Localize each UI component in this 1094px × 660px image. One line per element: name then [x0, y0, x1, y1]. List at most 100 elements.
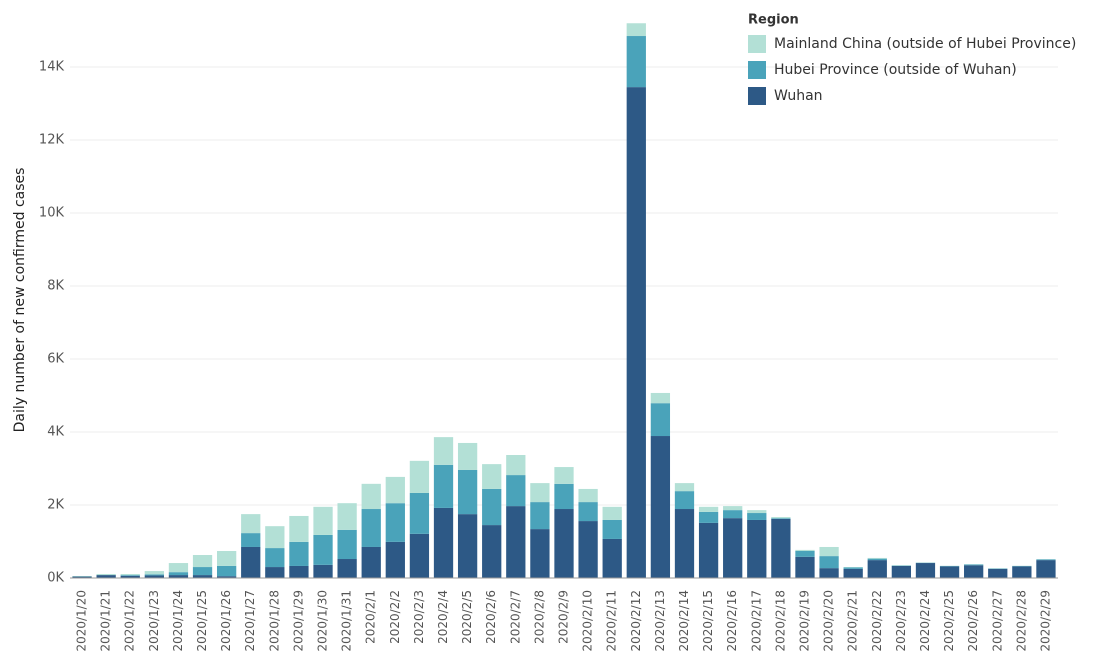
bar-segment: [96, 575, 116, 578]
y-tick-label: 0K: [47, 571, 64, 586]
bar-segment: [433, 437, 454, 465]
bar-segment: [626, 23, 646, 37]
bar-segment: [506, 506, 526, 578]
bar-segment: [747, 510, 767, 514]
y-tick-label: 14K: [39, 60, 65, 75]
bar-segment: [265, 567, 285, 578]
bar-segment: [96, 573, 116, 576]
bar-segment: [457, 514, 478, 578]
legend-swatch: [748, 35, 766, 53]
x-tick-label: 2020/2/1: [364, 590, 378, 644]
x-tick-label: 2020/2/10: [581, 590, 595, 652]
bar-segment: [554, 467, 574, 484]
bar-segment: [192, 567, 213, 576]
bar-segment: [602, 506, 622, 520]
bar-segment: [337, 559, 357, 578]
bar-segment: [771, 518, 791, 519]
bar-segment: [650, 436, 671, 578]
bar-segment: [554, 483, 574, 510]
bar-segment: [433, 464, 454, 508]
bar-segment: [988, 568, 1008, 578]
x-tick-label: 2020/2/23: [894, 590, 908, 652]
bar-segment: [337, 529, 357, 560]
bar-segment: [747, 513, 767, 520]
bar-segment: [891, 565, 912, 578]
x-tick-label: 2020/2/5: [460, 590, 474, 644]
y-tick-label: 4K: [47, 425, 64, 440]
bar-segment: [313, 534, 333, 565]
bar-segment: [843, 567, 863, 569]
y-tick-label: 6K: [47, 352, 64, 367]
bar-segment: [1036, 559, 1056, 561]
bar-segment: [723, 510, 743, 519]
bar-segment: [313, 506, 333, 535]
bar-segment: [698, 522, 719, 578]
y-tick-label: 2K: [47, 498, 64, 513]
bar-segment: [289, 565, 309, 578]
bar-segment: [578, 488, 598, 503]
bar-segment: [819, 556, 839, 569]
bar-segment: [578, 521, 598, 578]
bar-segment: [650, 392, 671, 404]
bar-segment: [939, 566, 960, 578]
x-tick-label: 2020/1/31: [340, 590, 354, 652]
x-tick-label: 2020/1/27: [243, 590, 257, 652]
bar-segment: [578, 502, 598, 522]
legend-label: Hubei Province (outside of Wuhan): [774, 62, 1017, 78]
bar-segment: [409, 533, 430, 578]
bar-segment: [964, 565, 984, 578]
bar-segment: [530, 502, 550, 530]
legend-label: Mainland China (outside of Hubei Provinc…: [774, 36, 1076, 52]
x-tick-label: 2020/2/20: [822, 590, 836, 652]
bar-segment: [530, 529, 550, 578]
x-tick-label: 2020/2/27: [990, 590, 1004, 652]
bar-segment: [1036, 560, 1056, 578]
x-tick-label: 2020/2/6: [484, 590, 498, 644]
bar-segment: [626, 87, 646, 579]
bar-segment: [819, 568, 839, 578]
x-tick-label: 2020/1/23: [147, 590, 161, 652]
x-tick-label: 2020/2/13: [653, 590, 667, 652]
x-tick-label: 2020/2/24: [918, 590, 932, 652]
bar-segment: [241, 514, 261, 534]
bar-segment: [265, 548, 285, 568]
bar-segment: [674, 509, 695, 578]
bar-segment: [915, 563, 936, 578]
x-tick-label: 2020/2/19: [797, 590, 811, 652]
bar-segment: [120, 575, 140, 576]
y-tick-label: 12K: [39, 133, 65, 148]
x-tick-label: 2020/2/7: [508, 590, 522, 644]
bar-segment: [867, 558, 887, 561]
bar-segment: [457, 442, 478, 470]
bar-segment: [409, 492, 430, 534]
bar-segment: [482, 525, 502, 578]
y-axis-title: Daily number of new confirmed cases: [12, 168, 28, 433]
bar-segment: [216, 550, 237, 566]
bar-segment: [795, 556, 815, 578]
bar-segment: [650, 403, 671, 437]
bar-segment: [409, 460, 430, 493]
bar-segment: [723, 518, 743, 578]
x-tick-label: 2020/2/9: [557, 590, 571, 644]
bar-segment: [168, 575, 189, 578]
x-tick-label: 2020/1/22: [123, 590, 137, 652]
bar-segment: [698, 506, 719, 512]
x-tick-label: 2020/1/20: [75, 590, 89, 652]
bar-segment: [1012, 566, 1032, 578]
bar-segment: [313, 564, 333, 578]
bar-segment: [168, 572, 189, 576]
bar-segment: [192, 575, 213, 578]
bar-segment: [771, 518, 791, 578]
x-tick-label: 2020/2/15: [701, 590, 715, 652]
x-tick-label: 2020/1/29: [291, 590, 305, 652]
bar-segment: [216, 565, 237, 577]
bar-segment: [361, 509, 381, 547]
legend-swatch: [748, 87, 766, 105]
legend-label: Wuhan: [774, 88, 823, 104]
bar-segment: [867, 560, 887, 578]
bar-segment: [72, 575, 92, 577]
x-tick-label: 2020/1/24: [171, 590, 185, 652]
legend-title: Region: [748, 13, 799, 28]
bar-segment: [506, 475, 526, 507]
bar-segment: [795, 550, 815, 557]
